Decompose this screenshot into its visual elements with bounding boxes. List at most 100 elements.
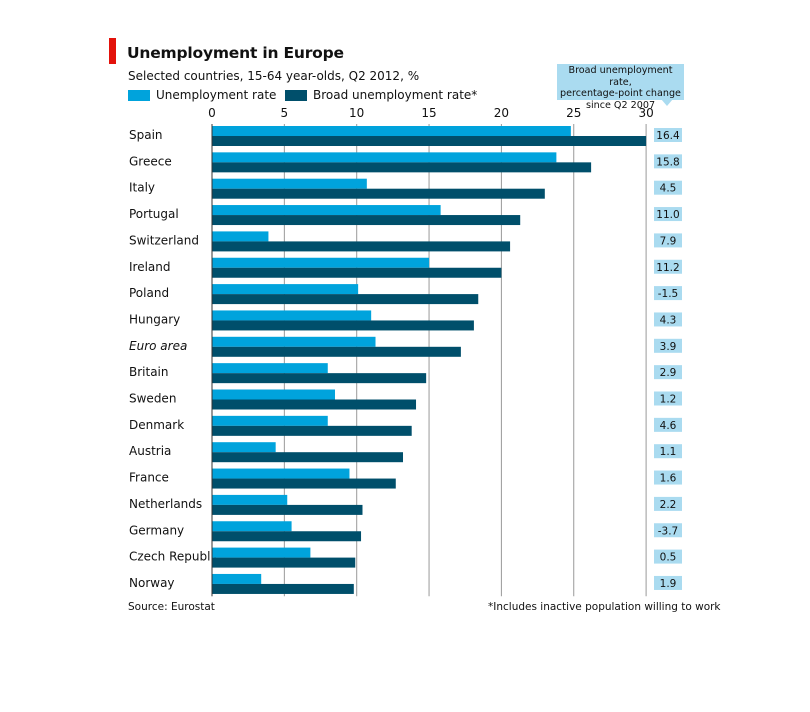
country-label: Austria [129,444,171,458]
change-box [654,233,682,248]
legend-label-unemployment: Unemployment rate [156,88,277,102]
bar-unemployment [212,363,328,374]
bar-broad [212,294,479,305]
country-label: Germany [129,523,184,537]
change-value: 11.2 [656,262,679,274]
bar-unemployment [212,521,292,532]
bar-broad [212,162,592,173]
bar-broad [212,452,404,463]
bar-broad [212,557,356,568]
legend-item-unemployment: Unemployment rate [128,88,276,102]
change-value: -3.7 [658,525,679,537]
change-callout: Broad unemployment rate, percentage-poin… [557,64,684,111]
bar-unemployment [212,442,276,453]
bar-unemployment [212,178,367,189]
country-label: Portugal [129,207,179,221]
legend-item-broad: Broad unemployment rate* [285,88,477,102]
x-tick-label: 5 [281,106,289,120]
change-value: 15.8 [656,156,679,168]
bar-broad [212,188,545,199]
bar-broad [212,136,647,146]
country-label: Poland [129,286,169,300]
bar-broad [212,504,363,515]
bar-unemployment [212,310,372,321]
accent-tab [109,38,116,64]
bar-broad [212,399,417,410]
change-box [654,180,682,195]
country-label: Czech Republic [129,550,220,564]
bar-broad [212,346,461,357]
x-tick-label: 15 [421,106,436,120]
country-label: Britain [129,365,169,379]
x-tick-label: 10 [349,106,364,120]
change-box [654,391,682,406]
change-value: 4.6 [660,420,677,432]
bar-broad [212,320,474,331]
country-label: France [129,471,169,485]
bar-unemployment [212,231,269,242]
footnote: *Includes inactive population willing to… [488,601,721,613]
bar-unemployment [212,126,571,136]
x-tick-label: 30 [638,106,653,120]
change-value: 1.2 [660,394,677,406]
callout-line-2: percentage-point change [560,88,681,99]
change-box [654,286,682,301]
bar-unemployment [212,573,262,584]
callout-arrow [661,99,673,106]
change-box [654,470,682,485]
country-label: Denmark [129,418,184,432]
change-value: 1.1 [660,446,677,458]
callout-line-1: Broad unemployment rate, [568,65,673,88]
bar-broad [212,531,362,542]
change-value: 4.3 [660,314,677,326]
change-box [654,523,682,538]
change-box [654,154,682,169]
change-value: 3.9 [660,341,677,353]
change-box [654,496,682,511]
bar-broad [212,215,521,226]
legend-swatch-unemployment [128,89,150,101]
country-label: Greece [129,154,172,168]
bar-broad [212,267,502,278]
bar-unemployment [212,389,335,400]
bar-unemployment [212,205,441,216]
bar-broad [212,373,427,384]
change-box [654,444,682,459]
bar-broad [212,241,511,252]
country-label: Italy [129,181,155,195]
change-value: 1.9 [660,578,677,590]
bar-broad [212,583,354,594]
country-label: Ireland [129,260,171,274]
chart-title: Unemployment in Europe [127,44,344,62]
change-box [654,259,682,274]
country-label: Euro area [129,339,187,353]
change-value: 2.9 [660,367,677,379]
change-box [654,312,682,327]
change-value: 0.5 [660,552,677,564]
bar-unemployment [212,284,359,295]
bar-unemployment [212,494,288,505]
bar-unemployment [212,257,430,268]
change-value: -1.5 [658,288,679,300]
change-box [654,417,682,432]
country-label: Netherlands [129,497,202,511]
change-value: 2.2 [660,499,677,511]
change-box [654,549,682,564]
x-tick-label: 25 [566,106,581,120]
change-value: 16.4 [656,130,680,142]
change-box [654,365,682,380]
bar-unemployment [212,547,311,558]
chart-subtitle: Selected countries, 15-64 year-olds, Q2 … [128,69,420,83]
bar-broad [212,425,412,436]
x-tick-label: 20 [494,106,509,120]
change-value: 11.0 [656,209,679,221]
change-value: 7.9 [660,235,677,247]
bar-unemployment [212,336,376,347]
country-label: Spain [129,128,163,142]
bar-broad [212,478,396,489]
change-box [654,575,682,590]
country-label: Sweden [129,392,176,406]
source-note: Source: Eurostat [128,601,215,613]
change-value: 4.5 [660,183,677,195]
